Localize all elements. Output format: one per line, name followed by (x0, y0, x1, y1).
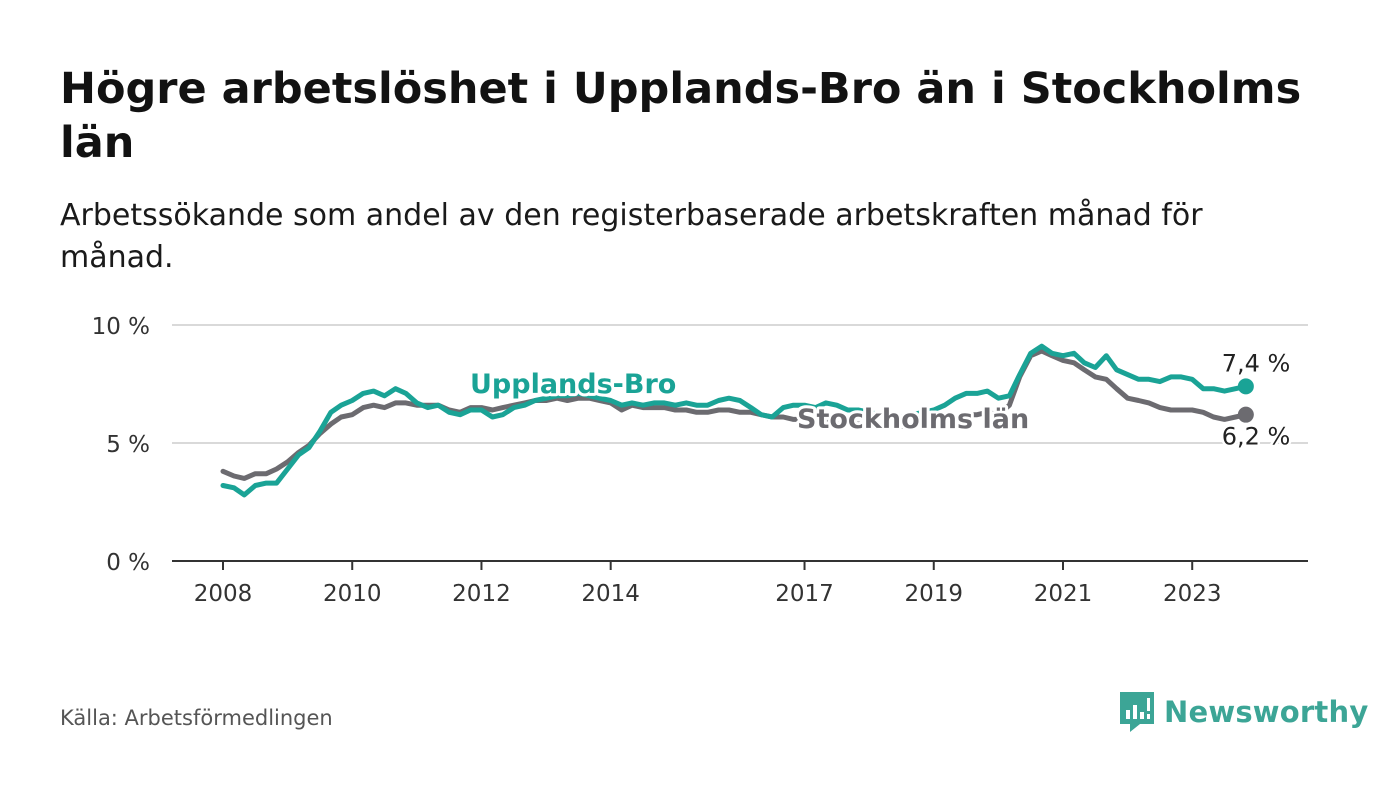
x-tick-label: 2019 (904, 581, 963, 607)
series-line-upplands-bro (220, 343, 1249, 498)
y-tick-label: 0 % (106, 550, 150, 576)
brand-name: Newsworthy (1164, 695, 1369, 729)
x-tick-label: 2010 (323, 581, 382, 607)
end-value-label: 6,2 % (1222, 423, 1291, 451)
series-line-stockholms-lan (220, 348, 1249, 481)
x-tick-label: 2014 (581, 581, 640, 607)
end-point-stockholms-lan (1237, 406, 1254, 423)
newsworthy-logo[interactable]: Newsworthy (1118, 690, 1368, 734)
end-point-upplands-bro (1237, 378, 1254, 395)
y-tick-label: 5 % (106, 432, 150, 458)
newsworthy-logo-icon (1120, 692, 1154, 732)
x-tick-label: 2023 (1163, 581, 1222, 607)
chart-title: Högre arbetslöshet i Upplands-Bro än i S… (60, 64, 1302, 168)
source-note: Källa: Arbetsförmedlingen (60, 706, 333, 730)
series-label-upplands-bro: Upplands-Bro (470, 369, 676, 400)
x-tick-label: 2017 (775, 581, 834, 607)
x-tick-label: 2012 (452, 581, 511, 607)
chart-subtitle: Arbetssökande som andel av den registerb… (60, 198, 1203, 275)
series-label-stockholms-lan: Stockholms län (797, 404, 1029, 435)
x-tick-label: 2021 (1034, 581, 1093, 607)
x-tick-label: 2008 (194, 581, 253, 607)
y-tick-label: 10 % (92, 314, 150, 340)
end-value-label: 7,4 % (1222, 349, 1291, 377)
